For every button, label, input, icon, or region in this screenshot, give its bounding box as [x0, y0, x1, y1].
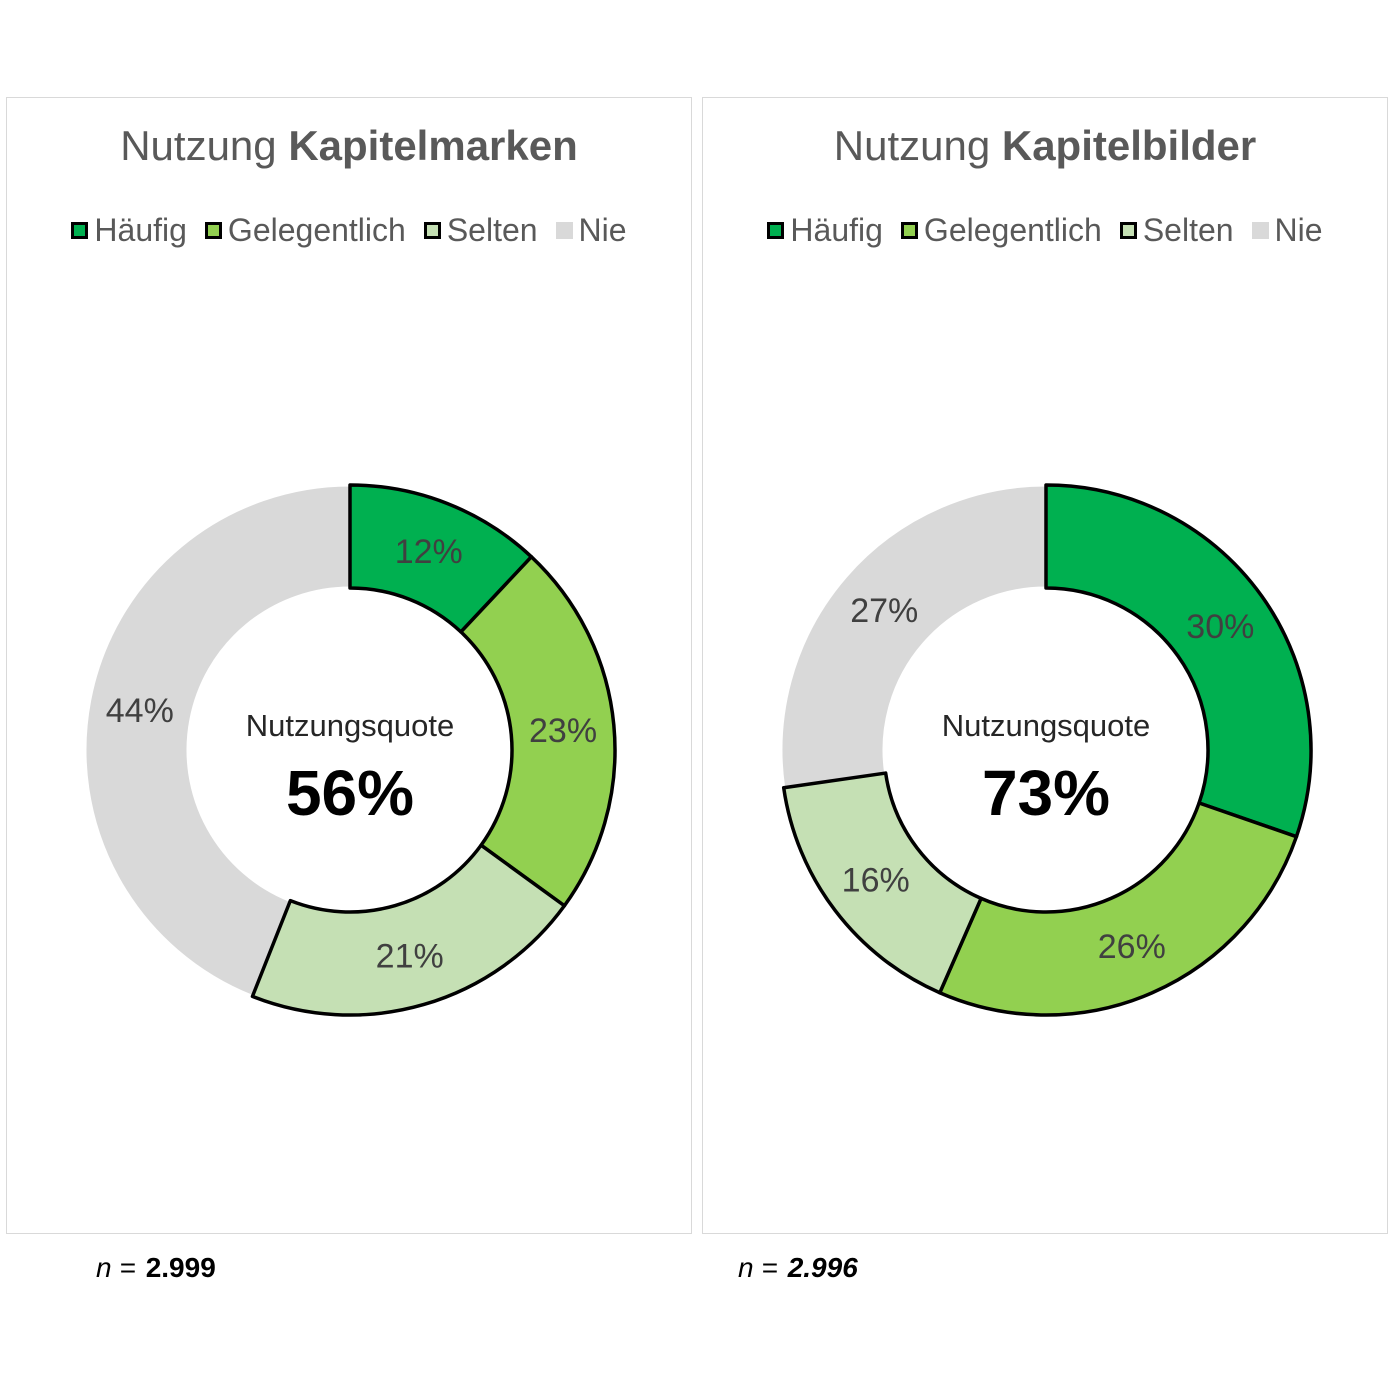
center-value: 56% [286, 757, 414, 829]
donut-slice-gelegentlich [938, 801, 1299, 1017]
legend-item-nie: Nie [555, 212, 627, 249]
sample-size-prefix: n = [738, 1252, 778, 1283]
donut-slice-haeufig [1044, 483, 1313, 839]
legend-swatch [1251, 222, 1269, 239]
center-label: Nutzungsquote [246, 708, 455, 743]
chart-legend: Häufig Gelegentlich Selten Nie [702, 212, 1388, 249]
donut-slice-nie [83, 483, 352, 998]
slice-label-gelegentlich: 26% [1098, 928, 1166, 966]
slice-label-selten: 16% [842, 862, 910, 900]
legend-swatch [767, 222, 785, 239]
legend-item-haeufig: Häufig [767, 212, 883, 249]
center-value: 73% [982, 757, 1110, 829]
slice-label-nie: 27% [850, 592, 918, 630]
chart-title-prefix: Nutzung [120, 122, 277, 169]
legend-item-gelegentlich: Gelegentlich [900, 212, 1102, 249]
slice-label-haeufig: 12% [395, 533, 463, 571]
legend-swatch [555, 222, 573, 239]
donut-slice-nie [779, 483, 1048, 790]
legend-item-selten: Selten [423, 212, 538, 249]
slice-label-nie: 44% [106, 692, 174, 730]
legend-item-selten: Selten [1119, 212, 1234, 249]
legend-swatch [423, 222, 441, 239]
chart-title-prefix: Nutzung [833, 122, 991, 169]
chart-title: Nutzung Kapitelbilder [702, 122, 1388, 170]
sample-size-prefix: n = [96, 1252, 136, 1283]
sample-size-value: 2.996 [787, 1252, 858, 1283]
legend-label: Gelegentlich [923, 212, 1102, 248]
slice-label-gelegentlich: 23% [529, 712, 597, 750]
donut-slices [779, 483, 1313, 1017]
legend-label: Selten [446, 212, 538, 248]
chart-title: Nutzung Kapitelmarken [6, 122, 692, 170]
slice-label-selten: 21% [376, 938, 444, 976]
legend-swatch [204, 222, 222, 239]
legend-item-haeufig: Häufig [71, 212, 187, 249]
legend-item-gelegentlich: Gelegentlich [204, 212, 406, 249]
chart-title-bold: Kapitelbilder [1001, 122, 1257, 169]
donut-chart-kapitelmarken: Nutzungsquote 56% 12% 23% 21% 44% [83, 483, 617, 1017]
legend-swatch [1119, 222, 1137, 239]
donut-chart-kapitelbilder: Nutzungsquote 73% 30% 26% 16% 27% [779, 483, 1313, 1017]
legend-label: Gelegentlich [227, 212, 406, 248]
donut-slice-gelegentlich [459, 555, 617, 908]
legend-swatch [900, 222, 918, 239]
chart-legend: Häufig Gelegentlich Selten Nie [6, 212, 692, 249]
donut-slices [83, 483, 617, 1017]
sample-size: n = 2.999 [96, 1252, 216, 1284]
slice-label-haeufig: 30% [1186, 608, 1254, 646]
legend-item-nie: Nie [1251, 212, 1323, 249]
legend-swatch [71, 222, 89, 239]
center-label: Nutzungsquote [942, 708, 1151, 743]
legend-label: Häufig [94, 212, 187, 248]
donut-slice-selten [250, 843, 567, 1017]
legend-label: Häufig [790, 212, 883, 248]
chart-title-bold: Kapitelmarken [288, 122, 578, 169]
legend-label: Nie [1274, 212, 1323, 248]
donut-slice-selten [781, 771, 983, 995]
sample-size-value: 2.999 [145, 1252, 216, 1283]
sample-size: n = 2.996 [738, 1252, 858, 1284]
legend-label: Nie [578, 212, 627, 248]
legend-label: Selten [1142, 212, 1234, 248]
